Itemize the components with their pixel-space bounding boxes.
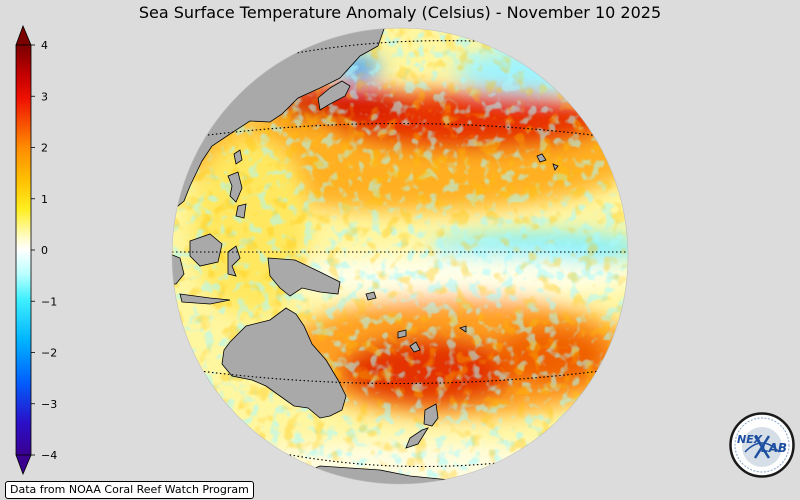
logo-text-right: LAB (761, 441, 787, 455)
colorbar-tick-label: 0 (41, 244, 48, 257)
colorbar-tick-label: −2 (41, 347, 57, 360)
land-japan (317, 80, 351, 111)
land-new-zealand (405, 403, 439, 449)
colorbar-tick-label: 1 (41, 193, 48, 206)
colorbar-tick-label: 2 (41, 142, 48, 155)
graticule-lat-60n (269, 40, 551, 59)
land-borneo (189, 233, 223, 267)
colorbar-max-arrow (15, 24, 32, 46)
colorbar-tick-label: −4 (41, 449, 57, 462)
globe-outline (171, 27, 629, 485)
land-hawaii (536, 153, 559, 171)
data-source-credit: Data from NOAA Coral Reef Watch Program (5, 481, 254, 499)
graticule-lat-30n (199, 122, 601, 137)
graticule-lat-30s (199, 370, 601, 385)
land-sumatra-java (172, 253, 231, 305)
colorbar: 4 3 2 1 0 −1 −2 −3 −4 (15, 24, 57, 476)
colorbar-gradient (15, 44, 32, 456)
colorbar-min-arrow (15, 454, 32, 476)
land-philippines (227, 171, 247, 219)
colorbar-tick-label: −3 (41, 398, 57, 411)
nexlab-logo-icon[interactable]: NEX LAB (729, 412, 795, 478)
land-sulawesi (227, 245, 241, 277)
colorbar-tick-label: −1 (41, 295, 57, 308)
colorbar-ticks: 4 3 2 1 0 −1 −2 −3 −4 (31, 39, 57, 462)
map-title: Sea Surface Temperature Anomaly (Celsius… (138, 3, 662, 22)
land-new-guinea (267, 257, 341, 297)
land-pacific-islands (365, 291, 467, 353)
colorbar-tick-label: 3 (41, 90, 48, 103)
land-taiwan (233, 149, 243, 165)
colorbar-tick-label: 4 (41, 39, 48, 52)
globe-map (171, 27, 629, 485)
land-australia (221, 307, 347, 419)
